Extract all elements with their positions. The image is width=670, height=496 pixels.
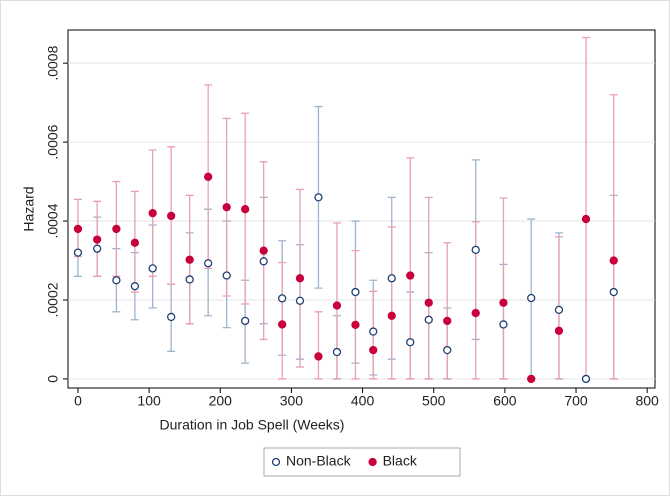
marker <box>424 298 433 307</box>
marker <box>387 274 396 283</box>
marker <box>73 248 83 257</box>
marker <box>332 347 342 357</box>
marker <box>148 208 157 218</box>
marker <box>185 255 194 264</box>
marker <box>93 235 102 244</box>
y-tick-label: .0002 <box>45 282 61 317</box>
error-bar <box>314 311 323 380</box>
marker <box>443 316 452 326</box>
legend-label: Non-Black <box>286 453 352 469</box>
marker <box>369 327 378 336</box>
marker <box>471 308 480 318</box>
marker <box>167 211 176 221</box>
x-tick-label: 300 <box>280 393 304 409</box>
marker <box>185 275 194 284</box>
marker <box>130 238 140 247</box>
legend-box <box>263 447 461 477</box>
marker <box>499 320 508 329</box>
legend-marker <box>368 457 377 467</box>
error-bar <box>609 94 618 380</box>
error-bar <box>499 197 508 380</box>
marker <box>406 338 415 347</box>
marker <box>167 312 176 322</box>
marker <box>471 245 480 255</box>
x-tick-label: 200 <box>209 393 233 409</box>
error-bar <box>443 242 452 380</box>
error-bar <box>351 249 360 380</box>
marker <box>241 316 250 326</box>
marker <box>222 271 231 280</box>
marker <box>387 311 396 320</box>
marker <box>443 345 452 355</box>
marker <box>527 374 536 384</box>
marker <box>554 326 564 335</box>
marker <box>581 214 591 224</box>
marker <box>295 296 305 305</box>
x-tick-label: 500 <box>422 393 446 409</box>
marker <box>222 203 231 212</box>
legend-marker <box>271 457 281 467</box>
x-tick-label: 800 <box>635 393 659 409</box>
x-tick-label: 600 <box>493 393 517 409</box>
marker <box>314 193 323 202</box>
marker <box>581 374 591 384</box>
marker <box>112 224 121 234</box>
x-tick-label: 700 <box>564 393 588 409</box>
marker <box>609 256 618 265</box>
error-bar <box>387 226 396 380</box>
marker <box>499 298 508 307</box>
marker <box>609 287 618 297</box>
x-tick-label: 0 <box>74 393 82 409</box>
marker <box>369 345 378 355</box>
x-tick-label: 100 <box>137 393 161 409</box>
marker <box>259 257 268 266</box>
marker <box>278 294 287 303</box>
y-tick-label: 0 <box>45 375 61 383</box>
x-tick-label: 400 <box>351 393 375 409</box>
marker <box>93 244 102 253</box>
marker <box>424 315 433 324</box>
marker <box>130 282 140 291</box>
y-axis-label: Hazard <box>21 186 37 231</box>
marker <box>204 259 213 268</box>
y-tick-label: .0004 <box>45 203 61 238</box>
marker <box>241 205 250 214</box>
marker <box>148 264 157 273</box>
marker <box>351 287 360 297</box>
marker <box>332 301 342 310</box>
x-axis-label: Duration in Job Spell (Weeks) <box>160 417 345 433</box>
marker <box>351 320 360 329</box>
marker <box>554 305 564 314</box>
marker <box>527 293 536 303</box>
marker <box>295 274 305 283</box>
marker <box>406 271 415 280</box>
legend-label: Black <box>383 453 418 469</box>
marker <box>204 172 213 181</box>
marker <box>314 352 323 361</box>
marker <box>278 320 287 329</box>
error-bar <box>424 196 433 380</box>
marker <box>259 246 268 255</box>
y-tick-label: .0008 <box>45 45 61 80</box>
y-tick-label: .0006 <box>45 124 61 159</box>
plot-area <box>67 29 656 389</box>
marker <box>112 276 121 285</box>
marker <box>73 224 83 234</box>
